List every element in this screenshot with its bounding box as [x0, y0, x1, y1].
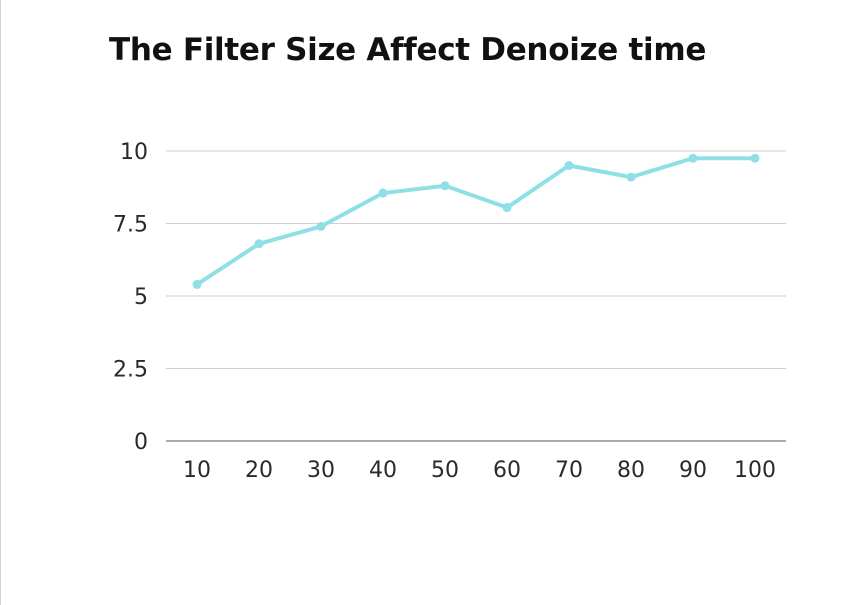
y-tick-label: 0 — [134, 430, 148, 455]
x-tick-label: 80 — [617, 458, 645, 483]
data-point — [688, 153, 698, 163]
x-tick-label: 50 — [431, 458, 459, 483]
x-axis-labels: 10 20 30 40 50 60 70 80 90 100 — [183, 458, 776, 483]
gridlines — [166, 150, 786, 442]
y-axis-labels: 0 2.5 5 7.5 10 — [113, 140, 148, 455]
chart-title: The Filter Size Affect Denoize time — [109, 32, 707, 68]
x-tick-label: 100 — [734, 458, 776, 483]
series-layer — [192, 153, 760, 289]
series-line — [195, 156, 757, 287]
x-tick-label: 10 — [183, 458, 211, 483]
data-point — [254, 239, 264, 249]
data-point — [750, 153, 760, 163]
y-tick-label: 2.5 — [113, 358, 148, 383]
y-tick-label: 7.5 — [113, 213, 148, 238]
data-point — [626, 172, 636, 182]
data-point — [440, 181, 450, 191]
data-point — [564, 161, 574, 170]
y-tick-label: 5 — [134, 285, 148, 310]
data-point — [378, 188, 388, 198]
x-tick-label: 60 — [493, 458, 521, 483]
x-tick-label: 40 — [369, 458, 397, 483]
x-tick-label: 90 — [679, 458, 707, 483]
y-tick-label: 10 — [120, 140, 148, 165]
x-tick-label: 30 — [307, 458, 335, 483]
x-tick-label: 20 — [245, 458, 273, 483]
x-tick-label: 70 — [555, 458, 583, 483]
data-point — [316, 221, 326, 231]
data-point — [192, 279, 202, 289]
data-point — [502, 203, 512, 213]
